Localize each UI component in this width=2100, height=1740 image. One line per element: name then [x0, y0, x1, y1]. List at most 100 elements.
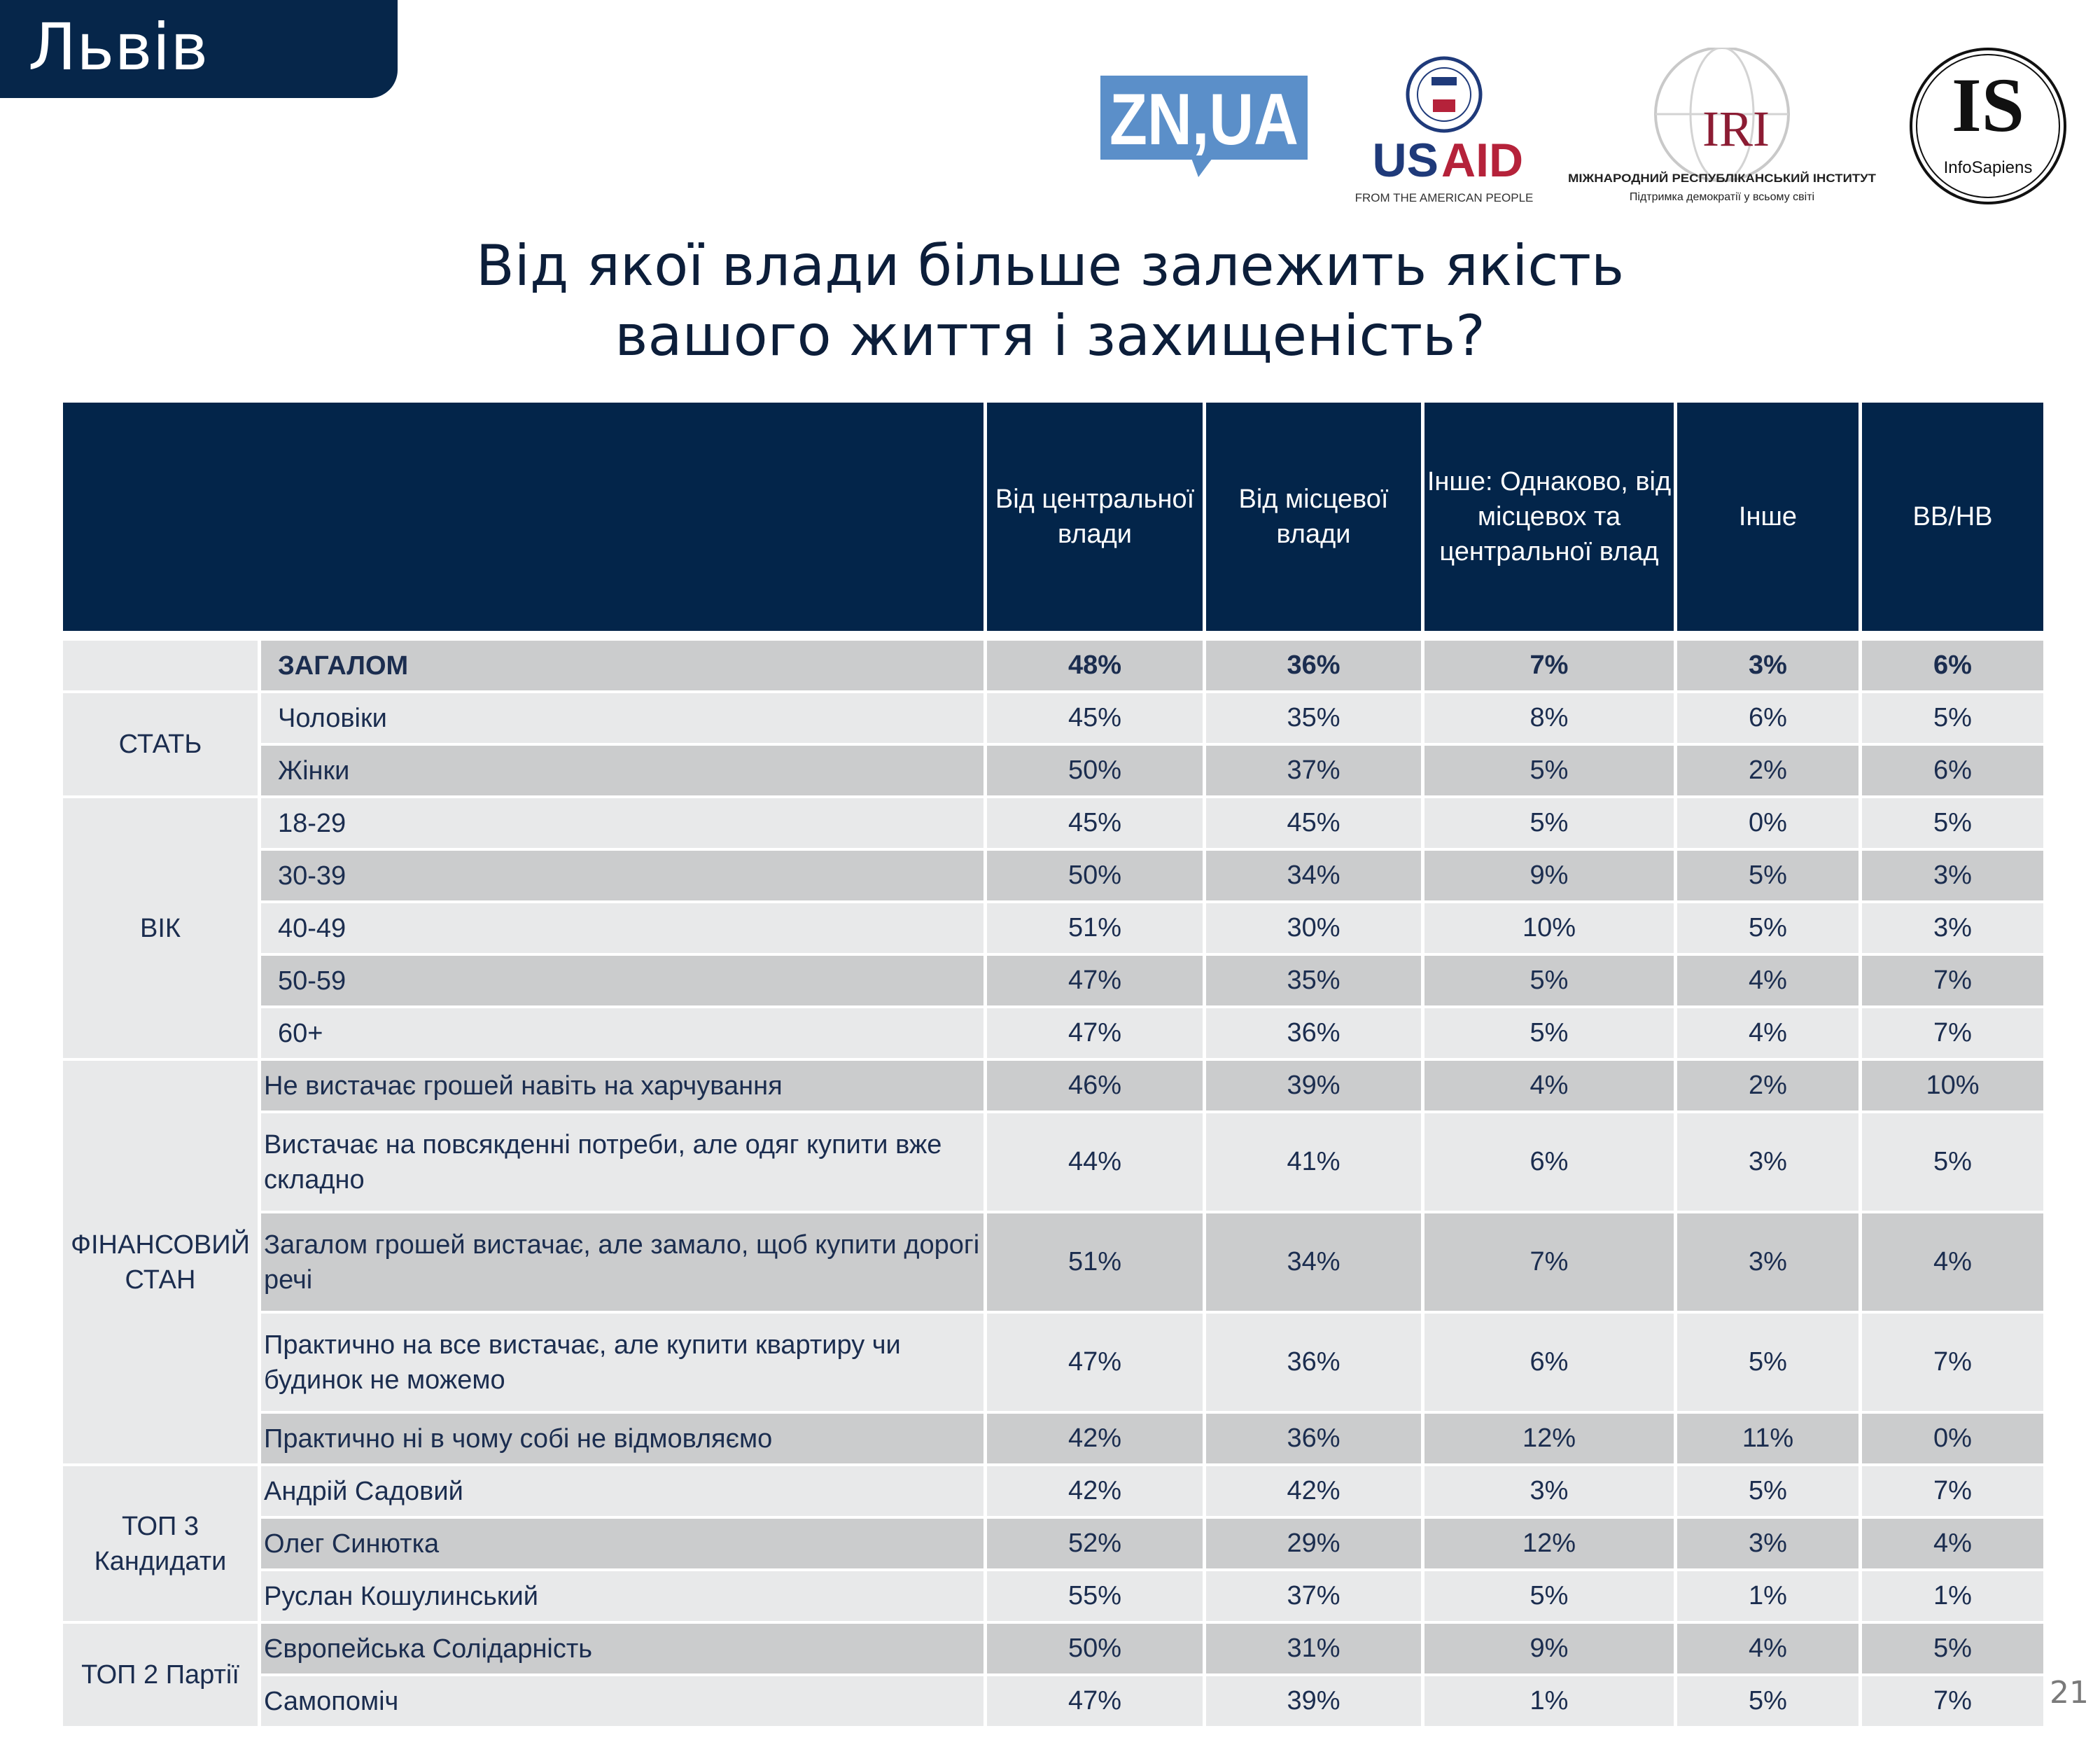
- value-cell: 5%: [1424, 1571, 1674, 1621]
- value-cell: 34%: [1206, 851, 1421, 900]
- value-cell: 46%: [987, 1061, 1203, 1111]
- value-cell: 1%: [1677, 1571, 1858, 1621]
- iri-name-text: IRI: [1702, 101, 1770, 157]
- value-cell: 5%: [1677, 851, 1858, 900]
- iri-logo-graphic: IRI МІЖНАРОДНИЙ РЕСПУБЛІКАНСЬКИЙ ІНСТИТУ…: [1568, 46, 1877, 203]
- value-cell: 3%: [1677, 1213, 1858, 1311]
- value-cell: 36%: [1206, 1314, 1421, 1411]
- infosapiens-name: InfoSapiens: [1944, 158, 2033, 177]
- value-cell: 3%: [1677, 641, 1858, 690]
- value-cell: 52%: [987, 1519, 1203, 1568]
- column-header: Від центральної влади: [987, 403, 1203, 631]
- value-cell: 4%: [1424, 1061, 1674, 1111]
- value-cell: 3%: [1862, 903, 2043, 953]
- row-label: Європейська Солідарність: [261, 1624, 983, 1673]
- row-label: Андрій Садовий: [261, 1466, 983, 1516]
- value-cell: 7%: [1862, 956, 2043, 1005]
- value-cell: 50%: [987, 851, 1203, 900]
- value-cell: 6%: [1424, 1314, 1674, 1411]
- table-row: 30-39 50% 34% 9% 5% 3%: [63, 851, 2043, 900]
- value-cell: 2%: [1677, 1061, 1858, 1111]
- iri-logo: IRI МІЖНАРОДНИЙ РЕСПУБЛІКАНСЬКИЙ ІНСТИТУ…: [1564, 46, 1879, 205]
- value-cell: 5%: [1424, 746, 1674, 795]
- value-cell: 47%: [987, 1008, 1203, 1058]
- group-label: СТАТЬ: [63, 693, 258, 795]
- value-cell: 5%: [1424, 956, 1674, 1005]
- value-cell: 0%: [1862, 1414, 2043, 1463]
- value-cell: 6%: [1862, 746, 2043, 795]
- table-row: Вистачає на повсякденні потреби, але одя…: [63, 1113, 2043, 1211]
- group-label: ФІНАНСОВИЙ СТАН: [63, 1061, 258, 1463]
- table-row: 50-59 47% 35% 5% 4% 7%: [63, 956, 2043, 1005]
- value-cell: 12%: [1424, 1414, 1674, 1463]
- page-title-line2: вашого життя і захищеність?: [615, 303, 1485, 368]
- value-cell: 48%: [987, 641, 1203, 690]
- value-cell: 39%: [1206, 1061, 1421, 1111]
- infosapiens-mark: IS: [1952, 62, 2024, 148]
- usaid-aid-text: AID: [1441, 134, 1523, 187]
- table-row: Самопоміч 47% 39% 1% 5% 7%: [63, 1676, 2043, 1726]
- row-label: Не вистачає грошей навіть на харчування: [261, 1061, 983, 1111]
- value-cell: 6%: [1862, 641, 2043, 690]
- znua-logo-text: ZN,UA: [1110, 79, 1298, 160]
- value-cell: 5%: [1677, 1466, 1858, 1516]
- column-header: Від місцевої влади: [1206, 403, 1421, 631]
- row-label: Чоловіки: [261, 693, 983, 743]
- value-cell: 10%: [1424, 903, 1674, 953]
- value-cell: 51%: [987, 1213, 1203, 1311]
- value-cell: 5%: [1862, 1624, 2043, 1673]
- table-row: ТОП 3 Кандидати Андрій Садовий 42% 42% 3% 5% 7…: [63, 1466, 2043, 1621]
- value-cell: 6%: [1677, 693, 1858, 743]
- value-cell: 3%: [1862, 851, 2043, 900]
- value-cell: 42%: [987, 1414, 1203, 1463]
- table-row: ЗАГАЛОМ 48% 36% 7% 3% 6%: [63, 641, 2043, 690]
- value-cell: 9%: [1424, 1624, 1674, 1673]
- value-cell: 37%: [1206, 746, 1421, 795]
- row-label: ЗАГАЛОМ: [261, 641, 983, 690]
- value-cell: 7%: [1862, 1676, 2043, 1726]
- value-cell: 36%: [1206, 641, 1421, 690]
- value-cell: 5%: [1862, 1113, 2043, 1211]
- table-row: Загалом грошей вистачає, але замало, щоб…: [63, 1213, 2043, 1311]
- value-cell: 4%: [1677, 956, 1858, 1005]
- value-cell: 4%: [1677, 1008, 1858, 1058]
- results-table: Від центральної влади Від місцевої влади…: [59, 400, 2047, 1729]
- value-cell: 41%: [1206, 1113, 1421, 1211]
- value-cell: 45%: [987, 798, 1203, 848]
- group-label: ТОП 3 Кандидати: [63, 1466, 258, 1621]
- value-cell: 5%: [1677, 1676, 1858, 1726]
- value-cell: 9%: [1424, 851, 1674, 900]
- value-cell: 35%: [1206, 693, 1421, 743]
- table-row: Практично на все вистачає, але купити кв…: [63, 1314, 2043, 1411]
- znua-logo-graphic: ZN,UA: [1100, 76, 1308, 177]
- value-cell: 4%: [1677, 1624, 1858, 1673]
- value-cell: 5%: [1424, 1008, 1674, 1058]
- value-cell: 12%: [1424, 1519, 1674, 1568]
- row-label: 60+: [261, 1008, 983, 1058]
- column-header: ВВ/НВ: [1862, 403, 2043, 631]
- table-row: Практично ні в чому собі не відмовляємо 4…: [63, 1414, 2043, 1463]
- row-label: Загалом грошей вистачає, але замало, щоб…: [261, 1213, 983, 1311]
- row-label: 40-49: [261, 903, 983, 953]
- value-cell: 0%: [1677, 798, 1858, 848]
- value-cell: 5%: [1424, 798, 1674, 848]
- value-cell: 47%: [987, 1314, 1203, 1411]
- value-cell: 47%: [987, 1676, 1203, 1726]
- table-row: Жінки 50% 37% 5% 2% 6%: [63, 746, 2043, 795]
- value-cell: 42%: [987, 1466, 1203, 1516]
- usaid-logo: US AID FROM THE AMERICAN PEOPLE: [1354, 56, 1536, 207]
- row-label: 50-59: [261, 956, 983, 1005]
- group-label: ТОП 2 Партії: [63, 1624, 258, 1726]
- row-label: Самопоміч: [261, 1676, 983, 1726]
- iri-line1: МІЖНАРОДНИЙ РЕСПУБЛІКАНСЬКИЙ ІНСТИТУТ: [1568, 172, 1877, 185]
- table-row: Руслан Кошулинський 55% 37% 5% 1% 1%: [63, 1571, 2043, 1621]
- row-label: Жінки: [261, 746, 983, 795]
- value-cell: 7%: [1424, 641, 1674, 690]
- region-tab: Львів: [0, 0, 398, 98]
- value-cell: 55%: [987, 1571, 1203, 1621]
- row-label: Олег Синютка: [261, 1519, 983, 1568]
- value-cell: 29%: [1206, 1519, 1421, 1568]
- table-row: 40-49 51% 30% 10% 5% 3%: [63, 903, 2043, 953]
- table-row: ФІНАНСОВИЙ СТАН Не вистачає грошей навіть…: [63, 1061, 2043, 1463]
- row-label: 30-39: [261, 851, 983, 900]
